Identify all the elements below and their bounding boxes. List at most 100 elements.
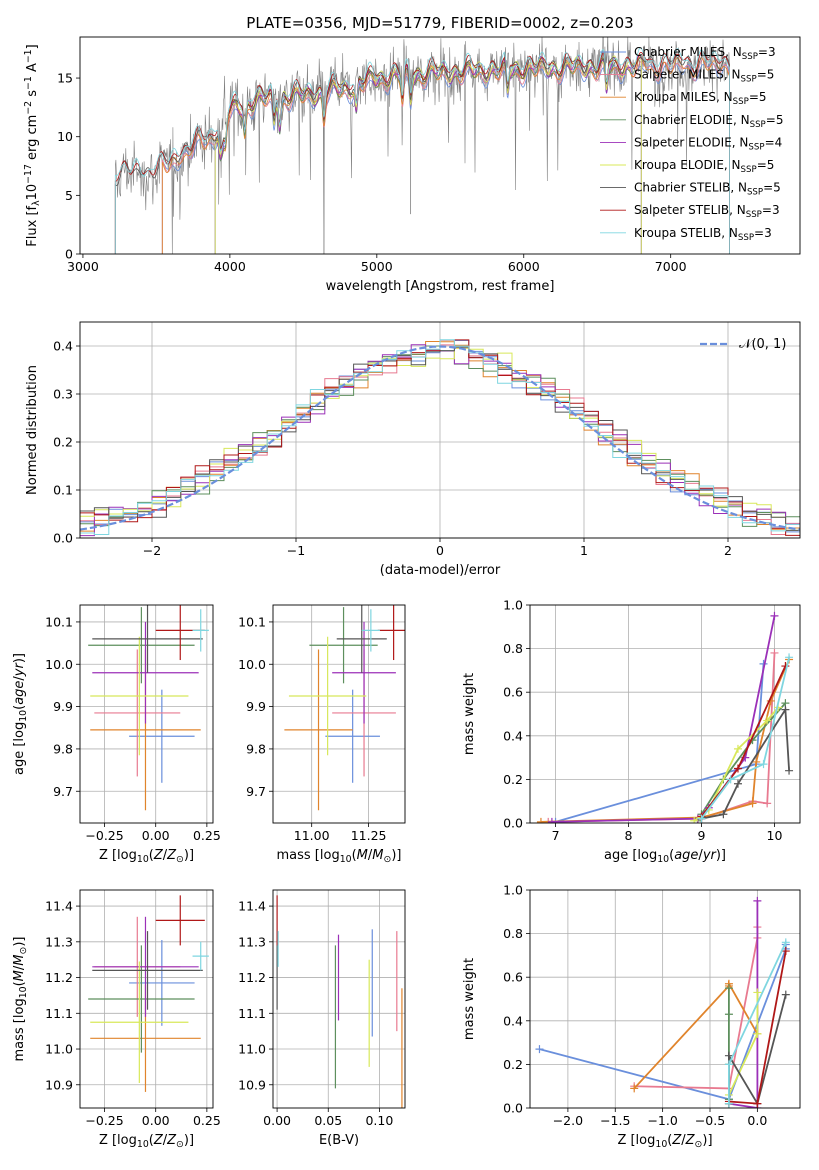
y-axis-label: Normed distribution [25,365,40,495]
panel-mass-vs-EBV: 0.00 0.05 0.10 10.9 11.0 11.1 11.2 11.3 11.4 E(B-… [238,889,406,1148]
mass-weight-marker [733,744,742,753]
plot-area [88,605,209,811]
model-spectrum-line [114,50,730,254]
legend-label: Kroupa STELIB, NSSP=3 [634,226,772,243]
y-tick-label: 0.8 [503,926,523,941]
x-tick-label: 0.05 [314,1113,342,1128]
plot-area [276,895,403,1108]
x-tick-label: 4000 [214,259,246,274]
axes-frame [529,604,801,824]
plot-area [114,37,730,254]
mass-weight-marker [719,810,728,819]
mass-weight-marker [535,1045,544,1054]
y-tick-label: 0 [65,247,73,262]
x-tick-label: −1 [287,543,305,558]
y-tick-label: 0.6 [503,685,523,700]
mass-weight-marker [785,766,794,775]
x-tick-label: 11.00 [294,828,330,843]
y-tick-label: 15 [57,71,73,86]
y-axis-label: age [log10(age/yr)] [12,653,29,775]
axes-frame [79,604,214,824]
y-tick-label: 0.1 [53,483,73,498]
mass-weight-marker [748,799,757,808]
plot-area [88,895,209,1092]
legend-label: Chabrier STELIB, NSSP=5 [634,181,781,198]
x-axis-label: E(B-V) [319,1133,359,1148]
y-tick-label: 0.0 [53,531,73,546]
y-tick-label: 11.1 [45,1006,73,1021]
y-tick-label: 10.9 [45,1077,73,1092]
axes-frame [79,36,801,255]
x-tick-label: 7000 [655,259,687,274]
panel-age-vs-mass: 11.00 11.25 9.7 9.8 9.9 10.0 10.1 mass [log10(M… [238,604,406,865]
y-tick-label: 9.8 [246,741,266,756]
y-tick-label: 10.1 [45,614,73,629]
y-tick-label: 10.0 [45,657,73,672]
gaussian-curve [80,345,800,531]
legend-label: Kroupa ELODIE, NSSP=5 [634,158,774,175]
x-axis-label: Z [log10(Z/Z⊙)] [617,1133,712,1150]
x-tick-label: −0.25 [85,828,123,843]
legend-label: Salpeter STELIB, NSSP=3 [634,203,780,220]
mass-weight-marker [753,1029,762,1038]
mass-weight-marker [781,990,790,999]
mass-weight-marker [785,653,794,662]
x-tick-label: 3000 [67,259,99,274]
x-tick-label: 2 [724,543,732,558]
legend-label: Kroupa MILES, NSSP=5 [634,90,767,107]
y-tick-label: 11.2 [45,970,73,985]
figure-title: PLATE=0356, MJD=51779, FIBERID=0002, z=0… [246,14,633,32]
mass-weight-marker [724,1099,733,1108]
x-axis-label: age [log10(age/yr)] [604,848,726,865]
y-tick-label: 11.2 [238,970,266,985]
y-tick-label: 0.2 [503,772,523,787]
x-tick-label: 0.10 [365,1113,393,1128]
x-tick-label: 8 [625,828,633,843]
mass-weight-marker [536,817,545,823]
y-tick-label: 0.3 [53,387,73,402]
legend-label: Salpeter ELODIE, NSSP=4 [634,135,782,152]
x-tick-label: 7 [552,828,560,843]
mass-weight-marker [697,814,706,823]
y-tick-label: 11.0 [238,1042,266,1057]
panel-age-vs-Z: −0.25 0.00 0.25 9.7 9.8 9.9 10.0 10.1 Z [log10(Z… [12,604,221,865]
y-tick-label: 10 [57,129,73,144]
mass-weight-marker [547,817,556,823]
x-tick-label: −2 [143,543,161,558]
y-tick-label: 0.8 [503,641,523,656]
x-tick-label: −0.25 [85,1113,123,1128]
mass-weight-line [728,900,759,1108]
plot-area [80,339,800,537]
mass-weight-marker [630,1084,639,1093]
x-tick-label: 0.0 [747,1113,767,1128]
axes-frame [272,889,406,1109]
mass-weight-marker [781,938,790,947]
x-axis-label: wavelength [Angstrom, rest frame] [326,279,555,294]
mass-weight-marker [781,662,790,671]
x-tick-label: 9 [698,828,706,843]
x-tick-label: 0.25 [193,828,221,843]
mass-weight-marker [724,1010,733,1019]
mass-weight-marker [753,896,762,905]
mass-weight-marker [759,760,768,769]
y-tick-label: 11.3 [238,934,266,949]
x-tick-label: −1.0 [647,1113,677,1128]
x-tick-label: 1 [580,543,588,558]
y-tick-label: 9.8 [53,741,73,756]
y-tick-label: 10.9 [238,1077,266,1092]
mass-weight-marker [763,716,772,725]
mass-weight-marker [753,988,762,997]
y-tick-label: 11.0 [45,1042,73,1057]
mass-weight-marker [781,705,790,714]
x-tick-label: −2.0 [553,1113,583,1128]
x-tick-label: 0.25 [193,1113,221,1128]
plot-area [535,896,790,1108]
axes-frame [79,321,801,539]
x-tick-label: 5000 [361,259,393,274]
y-tick-label: 9.7 [53,784,73,799]
mass-weight-marker [763,799,772,808]
mass-weight-marker [726,775,735,784]
mass-weight-marker [752,757,761,766]
x-tick-label: 0.00 [142,1113,170,1128]
